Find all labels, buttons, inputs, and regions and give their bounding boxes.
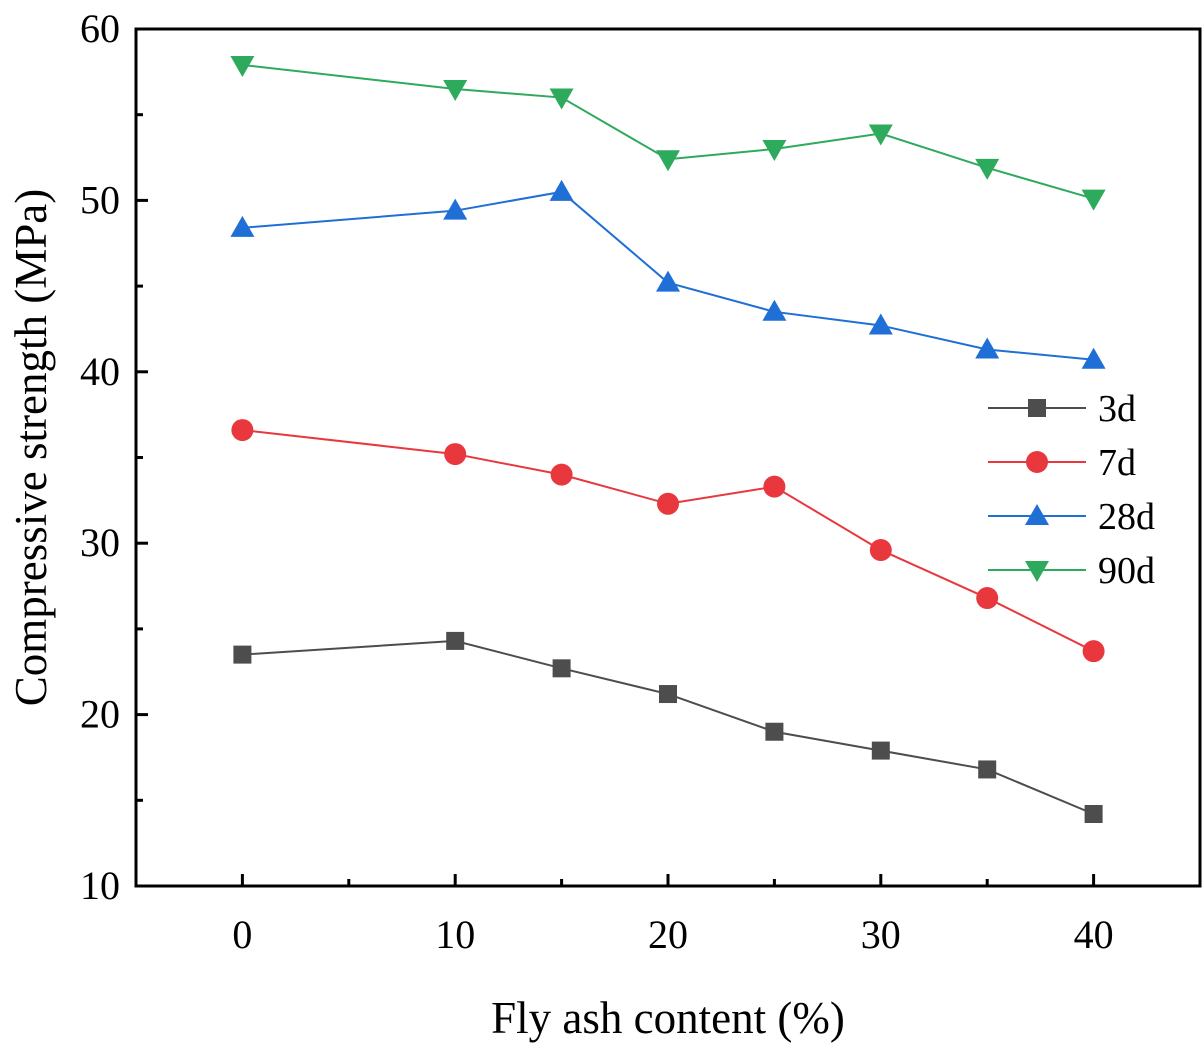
legend-marker-28d [1025, 504, 1049, 525]
y-axis-title: Compressive strength (MPa) [6, 189, 56, 706]
legend-marker-3d [1028, 399, 1046, 417]
data-point-3d [765, 722, 784, 741]
data-point-90d [549, 88, 574, 110]
data-point-28d [868, 313, 893, 335]
series-line-7d [242, 429, 1095, 653]
y-tick-label: 60 [80, 6, 120, 51]
series-layer [230, 55, 1106, 824]
x-tick-label: 0 [232, 912, 252, 957]
data-point-28d [230, 215, 255, 237]
data-point-7d [869, 539, 892, 562]
data-point-90d [762, 139, 787, 161]
data-point-7d [763, 475, 786, 498]
y-tick-label: 30 [80, 520, 120, 565]
legend-label-7d: 7d [1098, 442, 1136, 484]
legend-marker-7d [1026, 451, 1048, 473]
x-tick-label: 10 [435, 912, 475, 957]
y-tick-label: 20 [80, 692, 120, 737]
data-point-7d [976, 587, 999, 610]
data-point-7d [550, 463, 573, 486]
series-line-90d [242, 64, 1094, 200]
data-point-28d [1081, 347, 1106, 369]
data-point-3d [1084, 805, 1103, 824]
data-point-90d [868, 124, 893, 146]
data-point-90d [975, 158, 1000, 180]
y-tick-label: 40 [80, 349, 120, 394]
ticks-layer: 0 10 20 30 40 10 20 30 40 50 60 [80, 6, 1114, 957]
series-line-28d [242, 190, 1094, 361]
data-point-28d [762, 299, 787, 321]
data-point-3d [659, 685, 677, 704]
data-point-28d [549, 179, 574, 201]
x-tick-label: 30 [861, 912, 901, 957]
x-axis-title: Fly ash content (%) [491, 993, 845, 1043]
legend-label-90d: 90d [1098, 550, 1155, 592]
data-point-90d [443, 79, 468, 101]
data-point-90d [656, 150, 680, 172]
data-point-3d [446, 631, 465, 650]
data-point-28d [443, 198, 468, 220]
y-tick-label: 10 [80, 863, 120, 908]
data-point-3d [871, 741, 890, 760]
data-point-90d [230, 55, 255, 77]
data-point-7d [231, 419, 254, 442]
data-point-90d [1081, 189, 1106, 211]
x-tick-label: 40 [1074, 912, 1114, 957]
data-point-7d [444, 443, 467, 466]
data-point-3d [552, 659, 571, 678]
data-point-7d [1082, 640, 1105, 663]
x-tick-label: 20 [648, 912, 688, 957]
legend-label-3d: 3d [1098, 388, 1136, 430]
legend: 3d 7d 28d 90d [988, 388, 1155, 592]
data-point-28d [975, 337, 1000, 359]
y-tick-label: 50 [80, 177, 120, 222]
data-point-7d [657, 492, 679, 515]
data-point-28d [656, 270, 680, 292]
legend-label-28d: 28d [1098, 496, 1155, 538]
series-line-3d [242, 639, 1094, 815]
data-point-3d [233, 645, 252, 664]
legend-marker-90d [1025, 561, 1049, 582]
data-point-3d [978, 760, 997, 779]
